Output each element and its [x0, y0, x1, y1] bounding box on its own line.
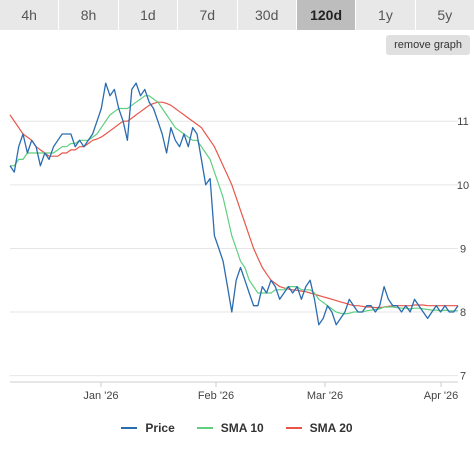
legend-swatch-price [121, 427, 138, 429]
tab-1d[interactable]: 1d [118, 0, 179, 30]
tab-5y[interactable]: 5y [415, 0, 474, 30]
legend-label-price: Price [145, 421, 175, 435]
legend-swatch-sma10 [196, 427, 213, 429]
x-tick-label: Jan '26 [83, 390, 118, 402]
series-line-sma-20 [9, 101, 458, 309]
y-tick-label: 7 [460, 371, 466, 383]
y-tick-label: 8 [460, 307, 466, 319]
legend-label-sma20: SMA 20 [309, 421, 353, 435]
tab-4h[interactable]: 4h [0, 0, 60, 30]
tab-120d[interactable]: 120d [296, 0, 357, 30]
y-tick-label: 11 [457, 116, 468, 128]
chart-legend: Price SMA 10 SMA 20 [0, 421, 474, 435]
tab-30d[interactable]: 30d [237, 0, 297, 30]
legend-item-price[interactable]: Price [121, 421, 175, 435]
x-tick-label: Mar '26 [307, 390, 343, 402]
legend-item-sma20[interactable]: SMA 20 [285, 421, 353, 435]
x-tick-label: Feb '26 [198, 390, 234, 402]
legend-label-sma10: SMA 10 [220, 421, 264, 435]
tab-1y[interactable]: 1y [356, 0, 416, 30]
timeframe-tabs: 4h 8h 1d 7d 30d 120d 1y 5y [0, 0, 474, 30]
y-tick-label: 10 [457, 180, 469, 192]
remove-graph-button[interactable]: remove graph [386, 35, 470, 55]
tab-7d[interactable]: 7d [178, 0, 238, 30]
legend-swatch-sma20 [285, 427, 302, 429]
series-line-price [9, 82, 459, 326]
tab-8h[interactable]: 8h [59, 0, 119, 30]
legend-item-sma10[interactable]: SMA 10 [196, 421, 264, 435]
series-line-sma-10 [10, 95, 458, 315]
x-tick-label: Apr '26 [424, 390, 459, 402]
y-tick-label: 9 [460, 243, 466, 255]
